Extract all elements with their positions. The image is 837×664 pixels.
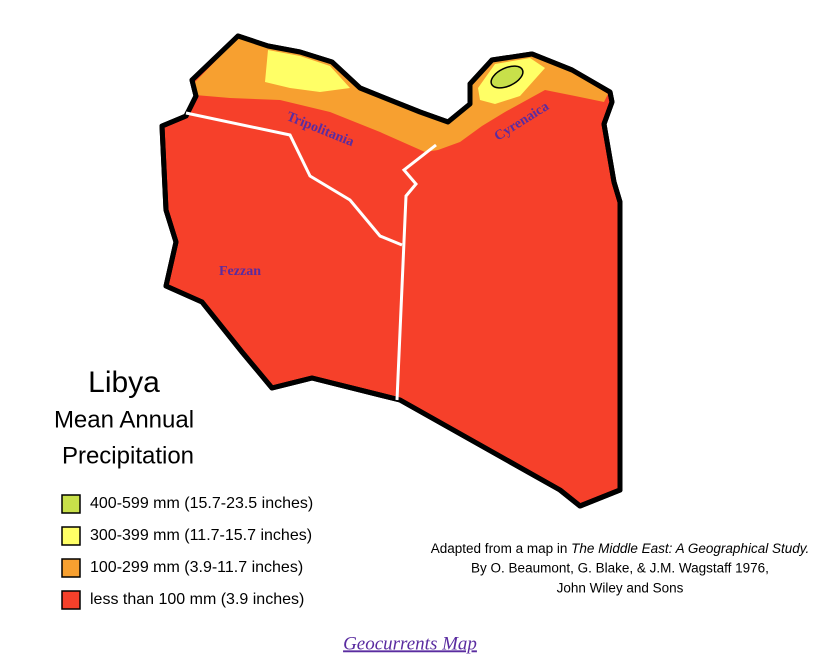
region-border xyxy=(185,111,403,247)
map-subtitle: Precipitation xyxy=(62,442,194,469)
legend-label: 400-599 mm (15.7-23.5 inches) xyxy=(90,495,313,512)
legend-swatch xyxy=(61,558,81,578)
legend-label: less than 100 mm (3.9 inches) xyxy=(90,591,304,608)
region-border xyxy=(395,143,437,401)
footer: Geocurrents Map xyxy=(343,633,477,654)
legend: 400-599 mm (15.7-23.5 inches) 300-399 mm … xyxy=(61,494,313,610)
citation: John Wiley and Sons xyxy=(557,581,684,596)
citation: Adapted from a map in The Middle East: A… xyxy=(431,541,809,556)
legend-swatch xyxy=(61,590,81,610)
libya-map: Tripolitania Cyrenaica Fezzan xyxy=(159,33,623,509)
map-subtitle: Mean Annual xyxy=(54,406,194,433)
citation-work: The Middle East: A Geographical Study. xyxy=(571,541,809,556)
map-outline xyxy=(159,33,623,509)
region-400-599 xyxy=(490,65,524,89)
citation-text: Adapted from a map in xyxy=(431,541,571,556)
region-label: Fezzan xyxy=(219,264,261,279)
region-300-399 xyxy=(265,50,545,104)
legend-swatch xyxy=(61,494,81,514)
legend-label: 300-399 mm (11.7-15.7 inches) xyxy=(90,527,312,544)
legend-label: 100-299 mm (3.9-11.7 inches) xyxy=(90,559,303,576)
citation: By O. Beaumont, G. Blake, & J.M. Wagstaf… xyxy=(471,561,769,576)
map-title: Libya xyxy=(88,366,160,399)
legend-swatch xyxy=(61,526,81,546)
